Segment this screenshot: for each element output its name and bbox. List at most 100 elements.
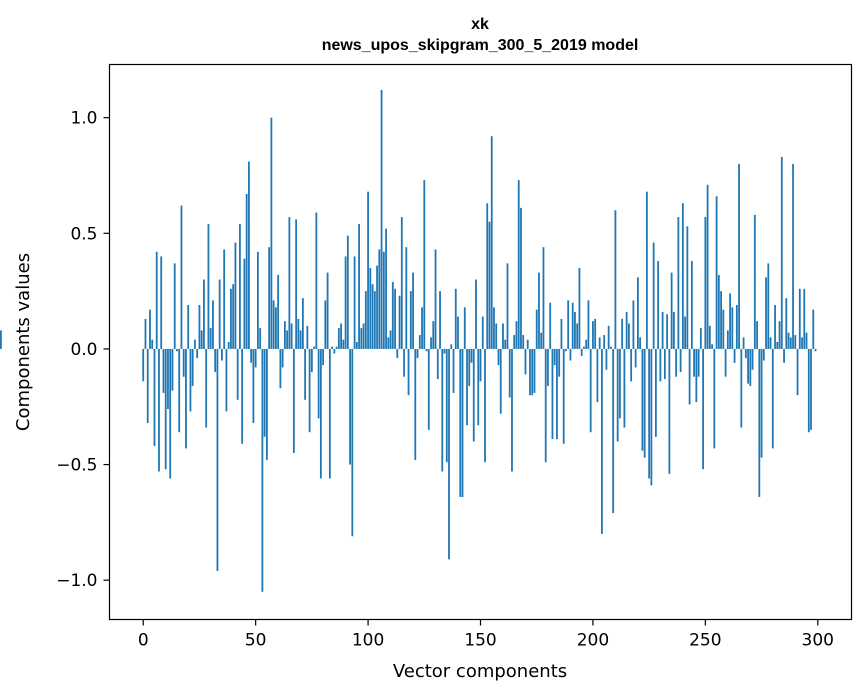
- bar: [654, 348, 657, 437]
- bar: [270, 117, 273, 349]
- bar: [146, 348, 149, 423]
- chart-subtitle: news_upos_skipgram_300_5_2019 model: [322, 37, 639, 54]
- bar: [574, 311, 576, 349]
- bar: [490, 136, 493, 349]
- bar: [670, 272, 673, 349]
- bar: [400, 217, 403, 349]
- bar: [351, 348, 354, 537]
- bar: [162, 348, 165, 393]
- bar: [542, 247, 545, 349]
- bar: [699, 328, 702, 349]
- bar: [295, 219, 298, 349]
- bar: [409, 291, 412, 349]
- bar: [706, 184, 709, 349]
- bar: [182, 348, 185, 377]
- bar: [378, 249, 381, 349]
- bar: [274, 307, 277, 349]
- bar: [805, 332, 808, 349]
- bar: [567, 300, 570, 349]
- bar: [445, 348, 448, 463]
- bar: [322, 348, 325, 366]
- bar: [630, 348, 633, 382]
- bar: [185, 348, 187, 449]
- bar: [301, 298, 304, 349]
- x-tick-label: 250: [689, 631, 721, 651]
- bar: [681, 203, 684, 349]
- bar: [405, 247, 408, 349]
- bar: [396, 348, 399, 359]
- bar: [623, 348, 626, 428]
- bar: [661, 311, 664, 349]
- bar: [771, 348, 774, 449]
- bar: [708, 325, 711, 349]
- bar: [250, 348, 253, 363]
- bar: [216, 348, 219, 571]
- bar: [625, 311, 628, 349]
- bar: [398, 295, 401, 349]
- bar: [0, 330, 2, 349]
- bar: [798, 288, 801, 349]
- bar: [236, 348, 239, 400]
- bar: [241, 348, 244, 444]
- bar: [592, 321, 594, 349]
- bar: [319, 348, 322, 479]
- bar: [158, 348, 160, 472]
- bar: [239, 224, 241, 349]
- bar: [659, 348, 662, 382]
- bar: [353, 256, 356, 349]
- bar: [792, 163, 794, 349]
- bar: [178, 348, 181, 433]
- x-axis-label: Vector components: [393, 661, 567, 682]
- bar: [335, 346, 338, 349]
- x-axis-ticks: 0 50 100 150 200 250 300: [138, 619, 834, 651]
- bar: [441, 348, 444, 472]
- bar: [634, 348, 637, 368]
- bar: [149, 309, 151, 349]
- bar: [337, 328, 340, 349]
- bar: [785, 298, 788, 349]
- y-tick-label: −1.0: [56, 571, 97, 591]
- bar: [286, 330, 289, 349]
- bar: [538, 272, 540, 349]
- bar: [506, 263, 509, 349]
- bar: [801, 337, 803, 349]
- bar: [648, 348, 651, 479]
- bar: [180, 205, 183, 349]
- x-tick-label: 0: [138, 631, 149, 651]
- x-tick-label: 50: [245, 631, 267, 651]
- bar: [783, 348, 785, 363]
- bar: [176, 348, 178, 352]
- bar: [520, 207, 522, 349]
- plot-area-frame: [108, 63, 853, 621]
- bar: [668, 348, 671, 474]
- bar: [605, 348, 608, 370]
- bar: [493, 307, 495, 349]
- bar: [531, 348, 534, 396]
- bar: [553, 348, 556, 366]
- bar: [203, 279, 205, 349]
- bar: [486, 203, 489, 349]
- bar: [726, 330, 729, 349]
- bar: [522, 335, 525, 349]
- bar: [283, 321, 286, 349]
- bar: [774, 305, 776, 349]
- bar: [209, 328, 212, 349]
- bar: [589, 348, 592, 433]
- bar: [776, 342, 779, 349]
- bar: [225, 348, 228, 412]
- bar: [171, 348, 174, 391]
- bar: [272, 300, 275, 349]
- bar: [479, 348, 482, 382]
- bar: [697, 348, 700, 377]
- bar: [751, 348, 754, 370]
- bar: [153, 348, 156, 447]
- bar: [657, 261, 660, 349]
- bar: [547, 348, 549, 386]
- bar: [313, 346, 316, 349]
- bar: [601, 348, 603, 534]
- bar: [508, 348, 511, 398]
- bar: [524, 348, 527, 375]
- bar: [277, 274, 280, 349]
- bar: [457, 316, 459, 349]
